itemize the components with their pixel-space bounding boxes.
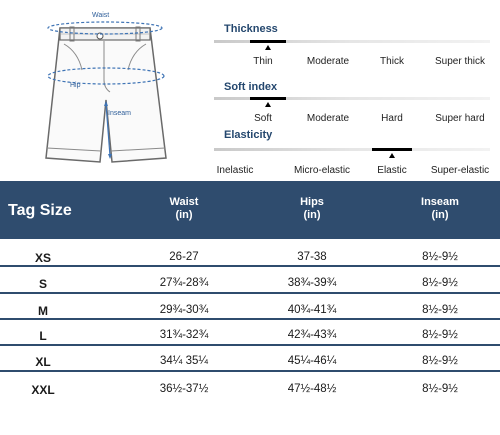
table-header: Tag Size Waist (in) Hips (in) Inseam (in… — [0, 181, 500, 239]
thickness-option-moderate: Moderate — [307, 56, 349, 67]
row-size: S — [0, 277, 86, 291]
header-hips-unit: (in) — [257, 209, 367, 222]
row-size: XXL — [0, 383, 86, 397]
row-size: L — [0, 329, 86, 343]
elasticity-marker — [372, 148, 412, 151]
elasticity-option-elastic: Elastic — [377, 165, 406, 176]
row-inseam: 8½-9½ — [385, 329, 495, 341]
header-inseam-label: Inseam — [385, 196, 495, 209]
header-hips-label: Hips — [257, 196, 367, 209]
row-waist: 27¾-28¾ — [129, 277, 239, 289]
soft-index-title: Soft index — [224, 81, 277, 93]
soft-index-marker — [250, 97, 286, 100]
row-size: XL — [0, 355, 86, 369]
shorts-measurement-diagram: Waist Hip Inseam — [0, 0, 210, 178]
thickness-pointer-icon — [265, 45, 271, 50]
thickness-marker — [250, 40, 286, 43]
elasticity-option-super-elastic: Super-elastic — [431, 165, 489, 176]
row-hips: 38¾-39¾ — [257, 277, 367, 289]
row-inseam: 8½-9½ — [385, 383, 495, 395]
thickness-option-super-thick: Super thick — [435, 56, 485, 67]
row-size: XS — [0, 251, 86, 265]
elasticity-option-inelastic: Inelastic — [217, 165, 254, 176]
row-size: M — [0, 304, 86, 318]
row-waist: 29¾-30¾ — [129, 304, 239, 316]
row-divider — [0, 318, 500, 320]
thickness-option-thin: Thin — [253, 56, 272, 67]
hip-label: Hip — [70, 82, 81, 89]
row-hips: 47½-48½ — [257, 383, 367, 395]
soft-index-option-soft: Soft — [254, 113, 272, 124]
thickness-option-thick: Thick — [380, 56, 404, 67]
row-waist: 26-27 — [129, 251, 239, 263]
soft-index-option-moderate: Moderate — [307, 113, 349, 124]
header-tag-size: Tag Size — [8, 202, 72, 220]
row-waist: 34¼ 35¼ — [129, 355, 239, 367]
header-inseam-unit: (in) — [385, 209, 495, 222]
thickness-title: Thickness — [224, 23, 278, 35]
soft-index-option-super-hard: Super hard — [435, 113, 484, 124]
row-divider — [0, 344, 500, 346]
header-waist-unit: (in) — [129, 209, 239, 222]
row-divider — [0, 370, 500, 372]
soft-index-option-hard: Hard — [381, 113, 403, 124]
row-hips: 40¾-41¾ — [257, 304, 367, 316]
waist-label: Waist — [92, 12, 109, 19]
header-inseam: Inseam (in) — [385, 196, 495, 222]
header-hips: Hips (in) — [257, 196, 367, 222]
row-inseam: 8½-9½ — [385, 251, 495, 263]
row-inseam: 8½-9½ — [385, 277, 495, 289]
row-waist: 31¾-32¾ — [129, 329, 239, 341]
fabric-scales: Thickness Thin Moderate Thick Super thic… — [214, 0, 500, 178]
row-divider — [0, 265, 500, 267]
row-inseam: 8½-9½ — [385, 355, 495, 367]
row-hips: 37-38 — [257, 251, 367, 263]
elasticity-option-micro-elastic: Micro-elastic — [294, 165, 350, 176]
row-hips: 42¾-43¾ — [257, 329, 367, 341]
row-inseam: 8½-9½ — [385, 304, 495, 316]
product-info-panel: Waist Hip Inseam Thickness Thin Moderate… — [0, 0, 500, 178]
row-waist: 36½-37½ — [129, 383, 239, 395]
soft-index-pointer-icon — [265, 102, 271, 107]
shorts-illustration — [0, 0, 210, 178]
elasticity-pointer-icon — [389, 153, 395, 158]
elasticity-bar — [214, 148, 490, 151]
header-waist: Waist (in) — [129, 196, 239, 222]
table-row: XXL 36½-37½ 47½-48½ 8½-9½ — [0, 376, 500, 403]
row-divider — [0, 292, 500, 294]
header-waist-label: Waist — [129, 196, 239, 209]
row-hips: 45¼-46¼ — [257, 355, 367, 367]
inseam-label: Inseam — [108, 110, 131, 117]
elasticity-title: Elasticity — [224, 129, 272, 141]
